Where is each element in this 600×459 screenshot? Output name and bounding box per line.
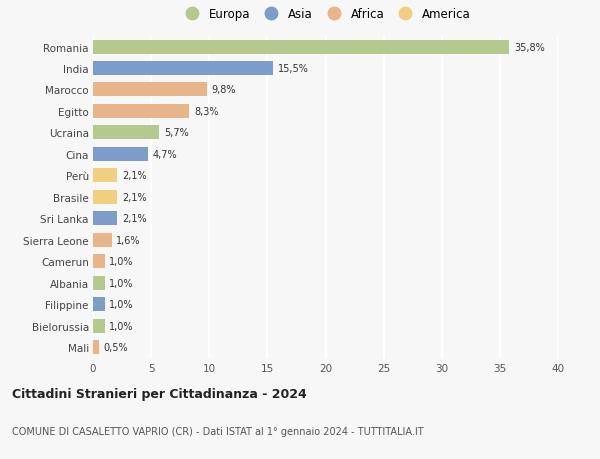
Bar	[93, 40, 509, 54]
Text: 4,7%: 4,7%	[152, 150, 177, 160]
Text: 1,0%: 1,0%	[109, 321, 134, 331]
Bar	[93, 340, 99, 354]
Text: 9,8%: 9,8%	[212, 85, 236, 95]
Text: 1,6%: 1,6%	[116, 235, 141, 245]
Bar	[93, 255, 104, 269]
Bar	[93, 126, 159, 140]
Bar	[93, 169, 118, 183]
Bar	[93, 190, 118, 204]
Text: 2,1%: 2,1%	[122, 214, 146, 224]
Text: 0,5%: 0,5%	[103, 342, 128, 353]
Bar	[93, 276, 104, 290]
Text: 1,0%: 1,0%	[109, 257, 134, 267]
Bar	[93, 319, 104, 333]
Text: 1,0%: 1,0%	[109, 299, 134, 309]
Bar	[93, 233, 112, 247]
Text: 8,3%: 8,3%	[194, 106, 218, 117]
Bar	[93, 84, 207, 97]
Text: 1,0%: 1,0%	[109, 278, 134, 288]
Text: 35,8%: 35,8%	[514, 42, 545, 52]
Text: 2,1%: 2,1%	[122, 192, 146, 202]
Text: 5,7%: 5,7%	[164, 128, 188, 138]
Text: COMUNE DI CASALETTO VAPRIO (CR) - Dati ISTAT al 1° gennaio 2024 - TUTTITALIA.IT: COMUNE DI CASALETTO VAPRIO (CR) - Dati I…	[12, 426, 424, 436]
Bar	[93, 62, 273, 76]
Text: 2,1%: 2,1%	[122, 171, 146, 181]
Text: 15,5%: 15,5%	[278, 64, 309, 74]
Text: Cittadini Stranieri per Cittadinanza - 2024: Cittadini Stranieri per Cittadinanza - 2…	[12, 387, 307, 400]
Bar	[93, 212, 118, 226]
Bar	[93, 297, 104, 311]
Bar	[93, 105, 190, 118]
Bar	[93, 147, 148, 162]
Legend: Europa, Asia, Africa, America: Europa, Asia, Africa, America	[177, 5, 474, 24]
